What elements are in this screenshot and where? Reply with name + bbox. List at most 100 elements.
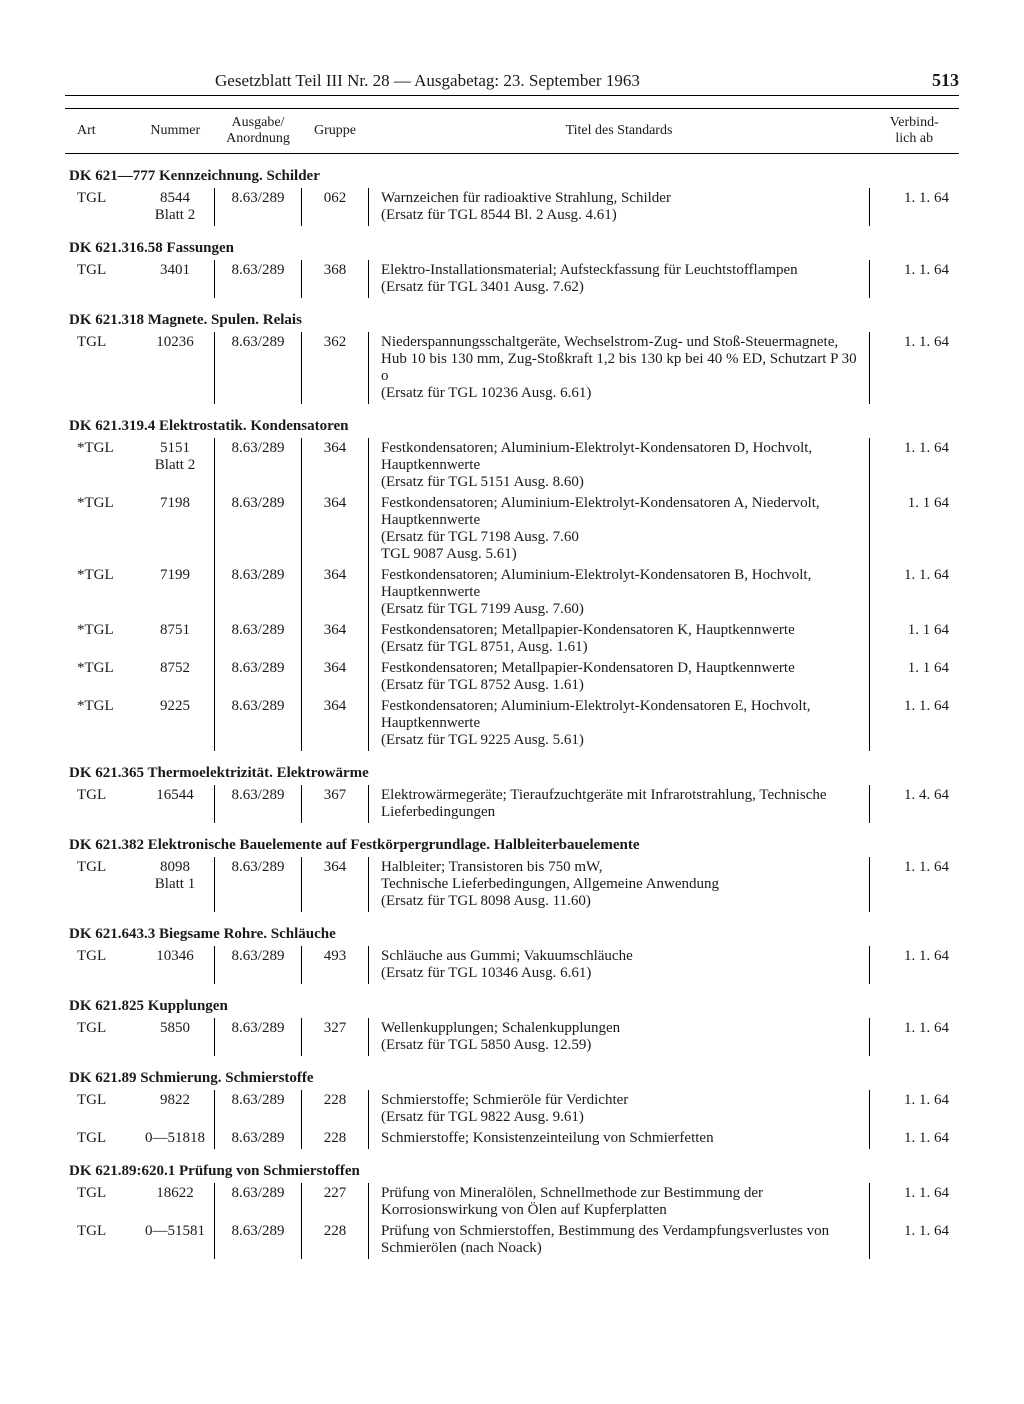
- cell-art: *TGL: [65, 493, 136, 565]
- table-row: TGL0—518188.63/289228Schmierstoffe; Kons…: [65, 1128, 959, 1149]
- section-heading: DK 621.318 Magnete. Spulen. Relais: [65, 298, 959, 332]
- cell-art: *TGL: [65, 658, 136, 696]
- cell-art: TGL: [65, 1018, 136, 1056]
- cell-titel: Schmierstoffe; Schmieröle für Verdichter…: [369, 1090, 870, 1128]
- col-gruppe: Gruppe: [302, 109, 369, 154]
- table-row: TGL0—515818.63/289228Prüfung von Schmier…: [65, 1221, 959, 1259]
- cell-gruppe: 364: [302, 857, 369, 912]
- cell-gruppe: 364: [302, 565, 369, 620]
- cell-gruppe: 493: [302, 946, 369, 984]
- cell-gruppe: 364: [302, 696, 369, 751]
- cell-nummer: 9822: [136, 1090, 215, 1128]
- section-heading-text: DK 621—777 Kennzeichnung. Schilder: [65, 154, 959, 189]
- cell-nummer: 3401: [136, 260, 215, 298]
- section-heading: DK 621—777 Kennzeichnung. Schilder: [65, 154, 959, 189]
- cell-verbindlich: 1. 1. 64: [870, 260, 960, 298]
- cell-verbindlich: 1. 1 64: [870, 620, 960, 658]
- table-row: *TGL92258.63/289364Festkondensatoren; Al…: [65, 696, 959, 751]
- cell-verbindlich: 1. 1. 64: [870, 565, 960, 620]
- cell-art: TGL: [65, 1090, 136, 1128]
- cell-titel: Prüfung von Schmierstoffen, Bestimmung d…: [369, 1221, 870, 1259]
- cell-verbindlich: 1. 1. 64: [870, 1183, 960, 1221]
- cell-art: *TGL: [65, 620, 136, 658]
- cell-nummer: 7199: [136, 565, 215, 620]
- cell-gruppe: 364: [302, 658, 369, 696]
- cell-ausgabe: 8.63/289: [215, 1221, 302, 1259]
- table-row: *TGL71988.63/289364Festkondensatoren; Al…: [65, 493, 959, 565]
- cell-ausgabe: 8.63/289: [215, 785, 302, 823]
- table-row: *TGL87518.63/289364Festkondensatoren; Me…: [65, 620, 959, 658]
- table-row: TGL8544 Blatt 28.63/289062Warnzeichen fü…: [65, 188, 959, 226]
- cell-titel: Festkondensatoren; Aluminium-Elektrolyt-…: [369, 565, 870, 620]
- cell-gruppe: 228: [302, 1128, 369, 1149]
- cell-ausgabe: 8.63/289: [215, 1128, 302, 1149]
- cell-ausgabe: 8.63/289: [215, 1183, 302, 1221]
- table-body: DK 621—777 Kennzeichnung. SchilderTGL854…: [65, 154, 959, 1260]
- cell-ausgabe: 8.63/289: [215, 857, 302, 912]
- table-row: TGL165448.63/289367Elektrowärmegeräte; T…: [65, 785, 959, 823]
- cell-titel: Festkondensatoren; Aluminium-Elektrolyt-…: [369, 493, 870, 565]
- cell-nummer: 8752: [136, 658, 215, 696]
- cell-ausgabe: 8.63/289: [215, 620, 302, 658]
- cell-art: *TGL: [65, 696, 136, 751]
- cell-ausgabe: 8.63/289: [215, 1018, 302, 1056]
- section-heading-text: DK 621.382 Elektronische Bauelemente auf…: [65, 823, 959, 857]
- cell-art: TGL: [65, 857, 136, 912]
- cell-nummer: 7198: [136, 493, 215, 565]
- cell-titel: Wellenkupplungen; Schalenkupplungen (Ers…: [369, 1018, 870, 1056]
- cell-art: *TGL: [65, 565, 136, 620]
- table-row: *TGL71998.63/289364Festkondensatoren; Al…: [65, 565, 959, 620]
- cell-titel: Festkondensatoren; Aluminium-Elektrolyt-…: [369, 438, 870, 493]
- cell-art: TGL: [65, 188, 136, 226]
- cell-nummer: 16544: [136, 785, 215, 823]
- cell-art: TGL: [65, 1221, 136, 1259]
- cell-gruppe: 327: [302, 1018, 369, 1056]
- cell-nummer: 8098 Blatt 1: [136, 857, 215, 912]
- cell-titel: Elektrowärmegeräte; Tieraufzuchtgeräte m…: [369, 785, 870, 823]
- cell-ausgabe: 8.63/289: [215, 658, 302, 696]
- col-art: Art: [65, 109, 136, 154]
- cell-gruppe: 228: [302, 1090, 369, 1128]
- section-heading-text: DK 621.825 Kupplungen: [65, 984, 959, 1018]
- cell-verbindlich: 1. 1. 64: [870, 1018, 960, 1056]
- table-head: Art Nummer Ausgabe/ Anordnung Gruppe Tit…: [65, 109, 959, 154]
- section-heading-text: DK 621.365 Thermoelektrizität. Elektrowä…: [65, 751, 959, 785]
- table-row: TGL103468.63/289493Schläuche aus Gummi; …: [65, 946, 959, 984]
- section-heading-text: DK 621.89 Schmierung. Schmierstoffe: [65, 1056, 959, 1090]
- cell-nummer: 8544 Blatt 2: [136, 188, 215, 226]
- cell-gruppe: 228: [302, 1221, 369, 1259]
- cell-verbindlich: 1. 1. 64: [870, 946, 960, 984]
- section-heading: DK 621.319.4 Elektrostatik. Kondensatore…: [65, 404, 959, 438]
- col-nummer: Nummer: [136, 109, 215, 154]
- cell-art: TGL: [65, 332, 136, 404]
- cell-nummer: 10346: [136, 946, 215, 984]
- cell-ausgabe: 8.63/289: [215, 438, 302, 493]
- cell-titel: Festkondensatoren; Metallpapier-Kondensa…: [369, 658, 870, 696]
- cell-nummer: 10236: [136, 332, 215, 404]
- cell-ausgabe: 8.63/289: [215, 696, 302, 751]
- cell-verbindlich: 1. 4. 64: [870, 785, 960, 823]
- cell-titel: Warnzeichen für radioaktive Strahlung, S…: [369, 188, 870, 226]
- cell-ausgabe: 8.63/289: [215, 332, 302, 404]
- cell-titel: Festkondensatoren; Metallpapier-Kondensa…: [369, 620, 870, 658]
- section-heading: DK 621.365 Thermoelektrizität. Elektrowä…: [65, 751, 959, 785]
- table-row: TGL34018.63/289368Elektro-Installationsm…: [65, 260, 959, 298]
- cell-nummer: 8751: [136, 620, 215, 658]
- cell-titel: Elektro-Installationsmaterial; Aufsteckf…: [369, 260, 870, 298]
- section-heading-text: DK 621.319.4 Elektrostatik. Kondensatore…: [65, 404, 959, 438]
- section-heading-text: DK 621.643.3 Biegsame Rohre. Schläuche: [65, 912, 959, 946]
- cell-verbindlich: 1. 1. 64: [870, 857, 960, 912]
- section-heading: DK 621.382 Elektronische Bauelemente auf…: [65, 823, 959, 857]
- cell-ausgabe: 8.63/289: [215, 1090, 302, 1128]
- table-row: TGL58508.63/289327Wellenkupplungen; Scha…: [65, 1018, 959, 1056]
- cell-verbindlich: 1. 1. 64: [870, 188, 960, 226]
- cell-gruppe: 062: [302, 188, 369, 226]
- cell-nummer: 5151 Blatt 2: [136, 438, 215, 493]
- cell-nummer: 5850: [136, 1018, 215, 1056]
- cell-titel: Schmierstoffe; Konsistenzeinteilung von …: [369, 1128, 870, 1149]
- cell-verbindlich: 1. 1. 64: [870, 332, 960, 404]
- section-heading-text: DK 621.89:620.1 Prüfung von Schmierstoff…: [65, 1149, 959, 1183]
- cell-titel: Halbleiter; Transistoren bis 750 mW, Tec…: [369, 857, 870, 912]
- cell-art: TGL: [65, 1128, 136, 1149]
- cell-ausgabe: 8.63/289: [215, 260, 302, 298]
